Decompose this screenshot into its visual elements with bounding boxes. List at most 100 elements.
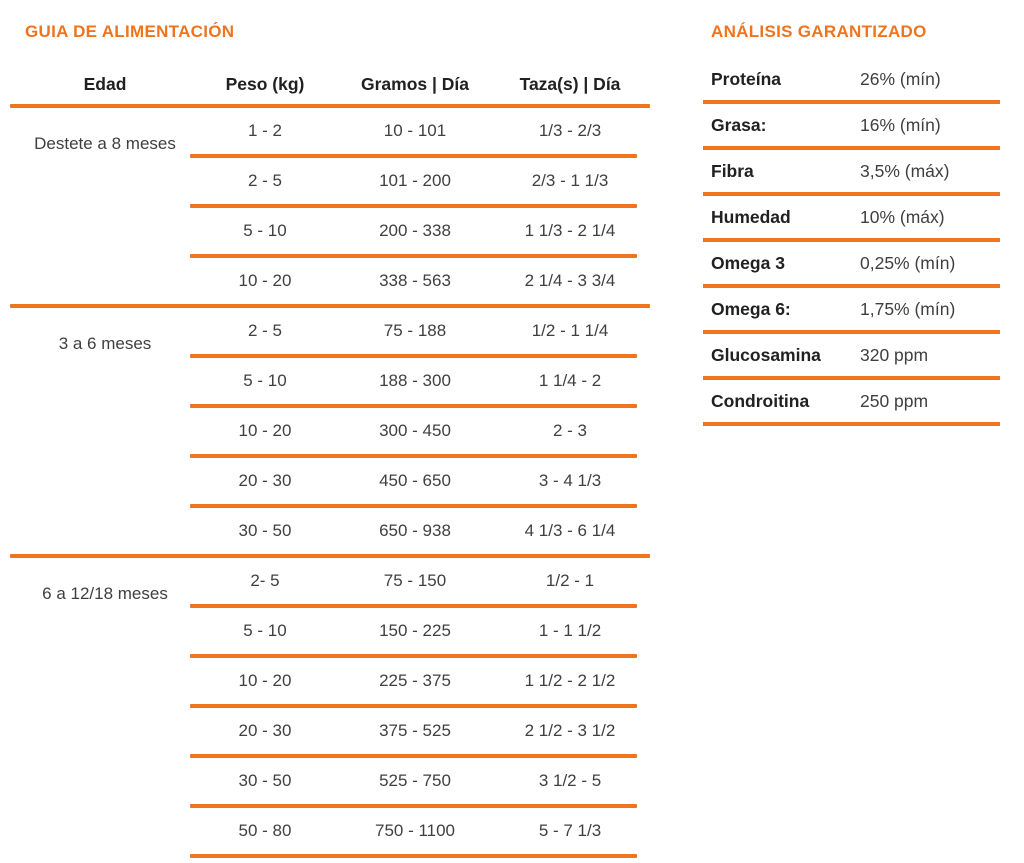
analysis-value: 16% (mín) [860, 114, 941, 135]
feeding-row: 20 - 30 375 - 525 2 1/2 - 3 1/2 [10, 708, 650, 754]
feeding-row: 30 - 50 525 - 750 3 1/2 - 5 [10, 758, 650, 804]
cell-peso: 30 - 50 [238, 521, 292, 540]
cell-gramos: 450 - 650 [379, 471, 451, 490]
cell-tazas: 4 1/3 - 6 1/4 [524, 521, 616, 540]
feeding-row: 2 - 5 75 - 188 1/2 - 1 1/4 [10, 308, 650, 354]
age-group-label: Destete a 8 meses [34, 134, 176, 153]
cell-tazas: 3 1/2 - 5 [538, 771, 602, 790]
analysis-value: 10% (máx) [860, 206, 945, 227]
cell-tazas: 1 1/3 - 2 1/4 [524, 221, 616, 240]
age-group-label: 6 a 12/18 meses [42, 584, 168, 603]
divider-line [190, 854, 637, 858]
cell-peso: 5 - 10 [243, 371, 287, 390]
cell-gramos: 750 - 1100 [374, 821, 456, 840]
cell-tazas: 1 1/2 - 2 1/2 [524, 671, 616, 690]
cell-gramos: 200 - 338 [379, 221, 451, 240]
feeding-row: 2- 5 75 - 150 1/2 - 1 [10, 558, 650, 604]
cell-gramos: 10 - 101 [383, 121, 447, 140]
cell-peso: 5 - 10 [243, 221, 287, 240]
feeding-guide-body: Destete a 8 meses 1 - 2 10 - 101 1/3 - 2/3 2… [10, 108, 650, 858]
cell-peso: 2- 5 [250, 571, 280, 590]
divider-line [190, 354, 637, 358]
feeding-row: 5 - 10 150 - 225 1 - 1 1/2 [10, 608, 650, 654]
divider-line [190, 804, 637, 808]
column-header-tazas: Taza(s) | Día [519, 74, 621, 94]
column-header-peso: Peso (kg) [225, 74, 305, 94]
analysis-value: 250 ppm [860, 390, 929, 411]
feeding-row: 5 - 10 188 - 300 1 1/4 - 2 [10, 358, 650, 404]
cell-peso: 20 - 30 [238, 721, 292, 740]
analysis-label: Humedad [711, 206, 791, 227]
guaranteed-analysis-section: ANÁLISIS GARANTIZADO Proteína 26% (mín) Gr… [703, 20, 1000, 426]
divider-line [190, 454, 637, 458]
divider-line [190, 204, 637, 208]
feeding-row: 5 - 10 200 - 338 1 1/3 - 2 1/4 [10, 208, 650, 254]
cell-tazas: 2 - 3 [552, 421, 588, 440]
feeding-guide-header-row: Edad Peso (kg) Gramos | Día Taza(s) | Dí… [10, 44, 650, 104]
cell-tazas: 1/2 - 1 [545, 571, 595, 590]
guaranteed-analysis-title: ANÁLISIS GARANTIZADO [711, 22, 927, 41]
divider-line [190, 254, 637, 258]
age-group-0: Destete a 8 meses 1 - 2 10 - 101 1/3 - 2/3 2… [10, 108, 650, 308]
divider-line [10, 554, 650, 558]
analysis-row: Omega 3 0,25% (mín) [703, 242, 1000, 288]
divider-line [190, 754, 637, 758]
cell-peso: 10 - 20 [238, 671, 292, 690]
analysis-row: Condroitina 250 ppm [703, 380, 1000, 426]
cell-gramos: 75 - 150 [383, 571, 447, 590]
analysis-label: Fibra [711, 160, 754, 181]
cell-tazas: 5 - 7 1/3 [538, 821, 602, 840]
divider-line [10, 304, 650, 308]
divider-line [190, 154, 637, 158]
column-header-gramos: Gramos | Día [361, 74, 469, 94]
cell-peso: 5 - 10 [243, 621, 287, 640]
cell-tazas: 1 1/4 - 2 [538, 371, 602, 390]
guaranteed-analysis-body: Proteína 26% (mín) Grasa: 16% (mín) Fibra 3,5… [703, 58, 1000, 426]
header-divider-line [10, 104, 650, 108]
feeding-row: 2 - 5 101 - 200 2/3 - 1 1/3 [10, 158, 650, 204]
divider-line [190, 704, 637, 708]
cell-tazas: 3 - 4 1/3 [538, 471, 602, 490]
cell-gramos: 300 - 450 [379, 421, 451, 440]
cell-peso: 30 - 50 [238, 771, 292, 790]
cell-peso: 10 - 20 [238, 421, 292, 440]
feeding-row: 1 - 2 10 - 101 1/3 - 2/3 [10, 108, 650, 154]
cell-gramos: 225 - 375 [379, 671, 451, 690]
analysis-label: Proteína [711, 68, 782, 89]
analysis-label: Omega 3 [711, 252, 785, 273]
cell-tazas: 2/3 - 1 1/3 [531, 171, 609, 190]
cell-gramos: 75 - 188 [383, 321, 447, 340]
analysis-label: Glucosamina [711, 344, 821, 365]
feeding-row: 20 - 30 450 - 650 3 - 4 1/3 [10, 458, 650, 504]
column-header-edad: Edad [83, 74, 127, 94]
cell-gramos: 150 - 225 [379, 621, 451, 640]
cell-tazas: 1 - 1 1/2 [538, 621, 602, 640]
age-group-1: 3 a 6 meses 2 - 5 75 - 188 1/2 - 1 1/4 5 - 1… [10, 308, 650, 558]
cell-gramos: 375 - 525 [379, 721, 451, 740]
cell-gramos: 338 - 563 [379, 271, 451, 290]
cell-tazas: 1/3 - 2/3 [538, 121, 602, 140]
analysis-row: Grasa: 16% (mín) [703, 104, 1000, 150]
cell-gramos: 101 - 200 [379, 171, 451, 190]
feeding-row: 10 - 20 300 - 450 2 - 3 [10, 408, 650, 454]
analysis-row: Humedad 10% (máx) [703, 196, 1000, 242]
cell-gramos: 188 - 300 [379, 371, 451, 390]
analysis-value: 0,25% (mín) [860, 252, 956, 273]
divider-line [190, 654, 637, 658]
feeding-guide-title: GUIA DE ALIMENTACIÓN [25, 22, 235, 41]
cell-peso: 50 - 80 [238, 821, 292, 840]
cell-tazas: 2 1/2 - 3 1/2 [524, 721, 616, 740]
analysis-value: 320 ppm [860, 344, 929, 365]
feeding-row: 50 - 80 750 - 1100 5 - 7 1/3 [10, 808, 650, 854]
cell-tazas: 2 1/4 - 3 3/4 [524, 271, 616, 290]
feeding-row: 10 - 20 338 - 563 2 1/4 - 3 3/4 [10, 258, 650, 304]
analysis-value: 1,75% (mín) [860, 298, 956, 319]
analysis-row: Glucosamina 320 ppm [703, 334, 1000, 380]
analysis-row: Omega 6: 1,75% (mín) [703, 288, 1000, 334]
analysis-label: Grasa: [711, 114, 767, 135]
analysis-value: 3,5% (máx) [860, 160, 950, 181]
feeding-row: 30 - 50 650 - 938 4 1/3 - 6 1/4 [10, 508, 650, 554]
analysis-row: Proteína 26% (mín) [703, 58, 1000, 104]
cell-tazas: 1/2 - 1 1/4 [531, 321, 609, 340]
